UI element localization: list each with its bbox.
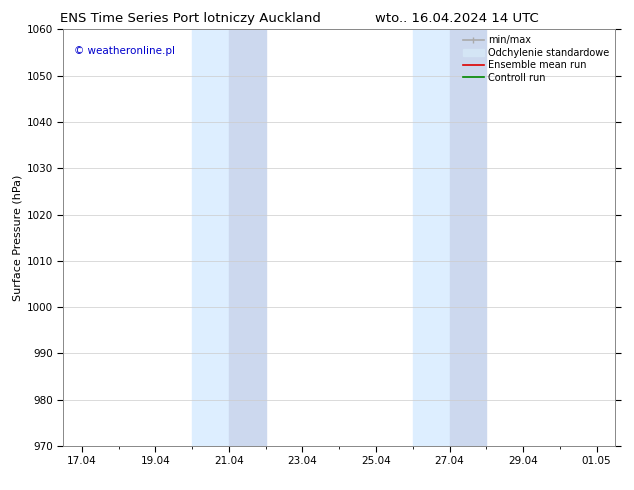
Y-axis label: Surface Pressure (hPa): Surface Pressure (hPa) <box>13 174 23 301</box>
Bar <box>413 29 450 446</box>
Bar <box>450 29 486 446</box>
Text: © weatheronline.pl: © weatheronline.pl <box>74 46 176 56</box>
Legend: min/max, Odchylenie standardowe, Ensemble mean run, Controll run: min/max, Odchylenie standardowe, Ensembl… <box>459 31 613 86</box>
Text: wto.. 16.04.2024 14 UTC: wto.. 16.04.2024 14 UTC <box>375 12 538 25</box>
Bar <box>192 29 229 446</box>
Text: ENS Time Series Port lotniczy Auckland: ENS Time Series Port lotniczy Auckland <box>60 12 321 25</box>
Bar <box>229 29 266 446</box>
